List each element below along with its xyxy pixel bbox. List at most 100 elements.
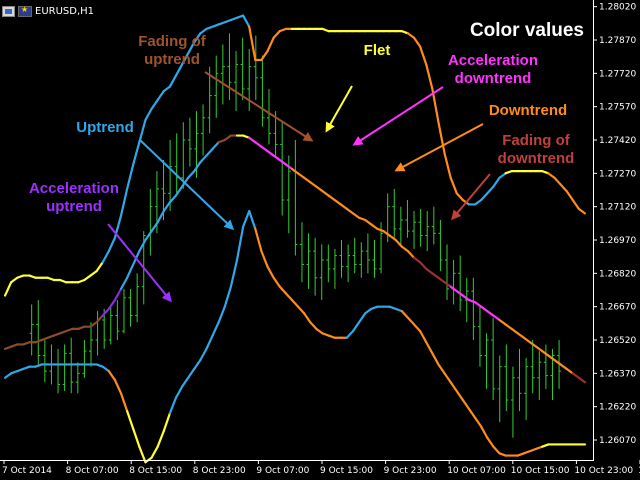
middle-line-segment-67 xyxy=(412,256,422,264)
annotations-layer: Fading ofuptrendFletAccelerationdowntren… xyxy=(29,33,574,303)
candle-59 xyxy=(418,208,423,247)
lower-band-segment-48 xyxy=(296,305,306,315)
arrow-downtrend xyxy=(394,123,484,172)
time-tick-label-3: 8 Oct 23:00 xyxy=(193,466,246,476)
candle-63 xyxy=(444,244,449,300)
candle-60 xyxy=(425,211,430,252)
lower-band-segment-22 xyxy=(138,445,147,464)
lower-band-segment-80 xyxy=(492,445,501,455)
middle-line-segment-87 xyxy=(535,345,544,353)
candle-35 xyxy=(260,55,265,127)
upper-band-segment-78 xyxy=(480,192,489,202)
middle-line-segment-71 xyxy=(437,276,446,284)
candle-9 xyxy=(88,322,93,367)
middle-line-segment-51 xyxy=(315,185,324,193)
lower-band-segment-71 xyxy=(437,363,446,375)
upper-band-segment-67 xyxy=(412,36,422,48)
middle-line-segment-31 xyxy=(193,161,202,173)
middle-line-segment-20 xyxy=(126,263,135,279)
candle-71 xyxy=(497,355,502,423)
time-tick-label-2: 8 Oct 15:00 xyxy=(129,466,182,476)
middle-line-segment-17 xyxy=(107,298,117,310)
middle-line-segment-59 xyxy=(364,218,373,226)
candle-76 xyxy=(530,340,535,394)
middle-line-segment-81 xyxy=(498,318,507,326)
middle-line-segment-91 xyxy=(559,363,568,370)
upper-band-segment-1 xyxy=(10,276,19,284)
candle-56 xyxy=(398,206,403,247)
chart-title-bar: EURUSD,H1 xyxy=(2,4,94,18)
upper-band-segment-68 xyxy=(419,45,428,66)
candle-47 xyxy=(339,240,344,278)
candle-8 xyxy=(82,340,87,378)
upper-band-segment-77 xyxy=(473,198,483,206)
candle-12 xyxy=(108,304,113,345)
chart-window-icon[interactable] xyxy=(2,5,15,17)
lower-band-segment-73 xyxy=(449,381,458,393)
price-axis[interactable]: 1.28020 1.27870 1.27720 1.27570 1.27420 1.272… xyxy=(593,0,636,460)
candle-44 xyxy=(319,244,324,300)
upper-band-segment-73 xyxy=(449,176,458,195)
lower-band-segment-70 xyxy=(431,352,440,366)
annotation-downtrend-line-0: Downtrend xyxy=(489,102,567,119)
upper-band-segment-21 xyxy=(132,141,141,166)
middle-line-segment-68 xyxy=(419,261,428,270)
price-tick-label-0: 1.28020 xyxy=(599,3,636,13)
arrow-uptrend xyxy=(139,139,235,231)
lower-band-segment-32 xyxy=(199,347,208,362)
middle-line-segment-30 xyxy=(187,170,196,179)
middle-line-segment-77 xyxy=(473,301,483,308)
upper-band-segment-69 xyxy=(425,63,434,90)
candle-38 xyxy=(280,122,285,216)
lower-band-segment-16 xyxy=(101,365,110,373)
candle-0 xyxy=(29,304,34,356)
candle-27 xyxy=(207,66,212,134)
middle-line-segment-44 xyxy=(272,154,281,162)
upper-band-segment-80 xyxy=(492,176,501,188)
candle-70 xyxy=(491,317,496,400)
lower-band-segment-41 xyxy=(254,227,263,253)
candle-72 xyxy=(504,344,509,412)
candlestick-layer xyxy=(29,33,562,438)
candle-46 xyxy=(332,248,337,289)
candle-61 xyxy=(431,206,436,245)
middle-line-segment-69 xyxy=(425,267,434,275)
lower-band-segment-46 xyxy=(284,292,294,302)
candle-6 xyxy=(69,337,74,394)
candle-1 xyxy=(36,300,41,365)
lower-band-segment-35 xyxy=(217,305,226,324)
time-tick-label-5: 9 Oct 15:00 xyxy=(320,466,373,476)
candle-55 xyxy=(392,188,397,238)
middle-line-segment-72 xyxy=(443,281,452,288)
candle-45 xyxy=(326,244,331,283)
annotation-uptrend-line-0: Uptrend xyxy=(76,119,134,136)
time-tick-label-10: 13 Oct 00:00 xyxy=(638,466,640,476)
candle-50 xyxy=(359,242,364,278)
middle-line-segment-42 xyxy=(260,145,269,153)
middle-line-segment-53 xyxy=(327,194,336,202)
middle-line-segment-25 xyxy=(156,210,165,224)
middle-line-segment-63 xyxy=(388,234,397,242)
lower-band-segment-40 xyxy=(248,210,257,230)
upper-band-segment-79 xyxy=(486,185,495,195)
arrow-fading-downtrend xyxy=(451,173,491,221)
candle-2 xyxy=(42,340,47,383)
candle-5 xyxy=(62,344,67,392)
middle-line-segment-27 xyxy=(168,194,178,204)
price-tick-label-10: 1.26520 xyxy=(599,336,636,346)
lower-band-segment-50 xyxy=(309,321,318,330)
price-tick-label-8: 1.26820 xyxy=(599,269,636,279)
middle-line-segment-40 xyxy=(248,136,257,144)
lower-band-segment-75 xyxy=(461,398,471,410)
middle-line-segment-80 xyxy=(492,314,501,322)
time-tick-label-0: 7 Oct 2014 xyxy=(2,466,52,476)
candle-48 xyxy=(346,244,351,283)
lower-band-segment-18 xyxy=(113,378,123,395)
lower-band-segment-51 xyxy=(315,327,324,335)
candle-58 xyxy=(412,211,417,249)
price-tick-label-11: 1.26370 xyxy=(599,369,636,379)
time-axis[interactable]: 7 Oct 2014 8 Oct 07:00 8 Oct 15:00 8 Oct 23… xyxy=(0,460,640,476)
middle-line-segment-46 xyxy=(284,163,294,170)
arrow-fading-uptrend xyxy=(204,71,314,142)
